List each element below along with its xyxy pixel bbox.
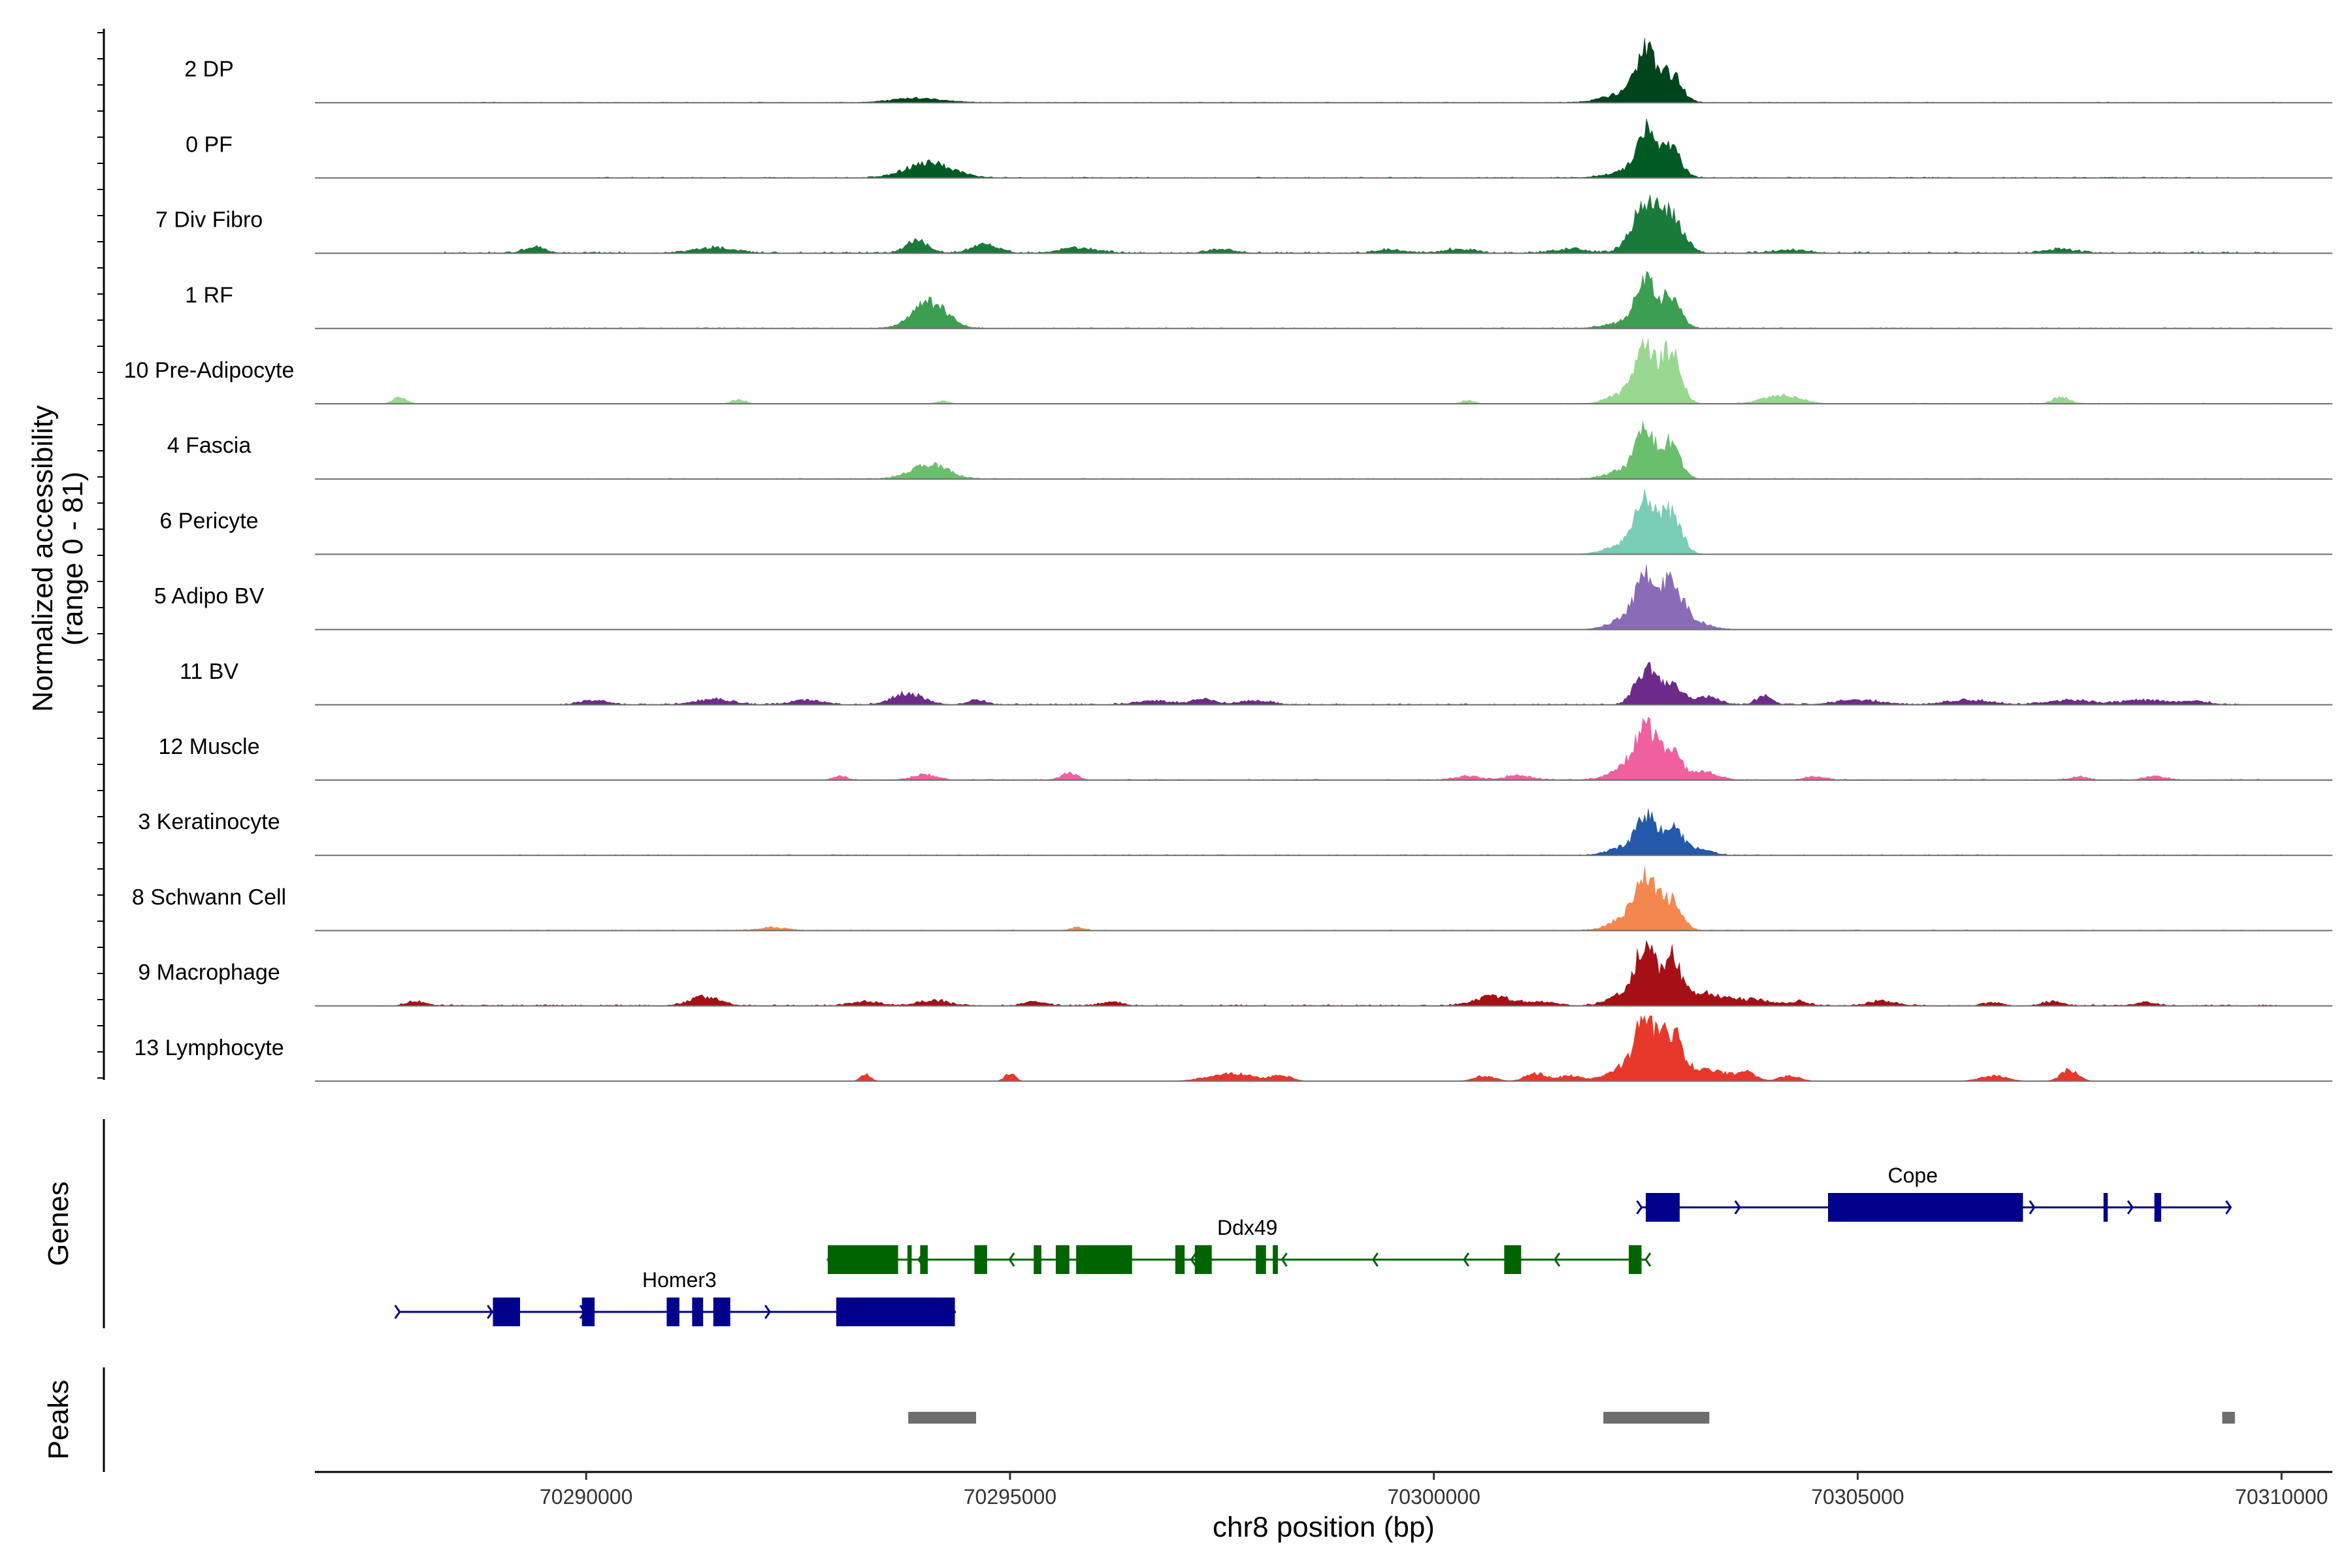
x-axis-ticks: 70290000 70295000 70300000 70305000 70310000 [540, 1472, 2328, 1509]
gene-exon [836, 1298, 955, 1326]
coverage-y-axis-ticks [97, 32, 104, 1079]
track-label: 8 Schwann Cell [132, 885, 286, 909]
strand-arrow [2127, 1200, 2134, 1215]
strand-arrow [764, 1305, 772, 1319]
gene-model: Ddx49 [826, 1216, 1652, 1274]
x-tick-label: 70305000 [1811, 1485, 1904, 1509]
gene-exon [713, 1298, 730, 1326]
x-tick-label: 70290000 [540, 1485, 632, 1509]
gene-exon [974, 1245, 987, 1274]
gene-exon [1175, 1245, 1185, 1274]
coverage-track: 9 Macrophage [138, 940, 2332, 1007]
track-label: 1 RF [185, 283, 233, 308]
track-label: 12 Muscle [159, 734, 260, 759]
x-tick-label: 70300000 [1387, 1485, 1480, 1509]
gene-exon [1256, 1245, 1266, 1274]
gene-exon [666, 1298, 679, 1326]
peak-annotation-panel [908, 1412, 2235, 1424]
peak-region [908, 1412, 977, 1424]
strand-arrow [1734, 1200, 1741, 1215]
gene-exon [1055, 1245, 1070, 1274]
gene-annotation-panel: Cope Ddx49 Homer3 [394, 1164, 2232, 1326]
x-tick-label: 70310000 [2235, 1485, 2328, 1509]
x-tick-label: 70295000 [964, 1485, 1056, 1509]
track-label: 0 PF [186, 132, 233, 157]
coverage-track: 12 Muscle [159, 716, 2332, 781]
strand-arrow [2029, 1200, 2036, 1215]
x-axis-title: chr8 position (bp) [1213, 1511, 1435, 1543]
strand-arrow [487, 1305, 494, 1319]
track-label: 7 Div Fibro [155, 208, 263, 233]
coverage-track: 10 Pre-Adipocyte [124, 338, 2332, 404]
track-label: 11 BV [180, 659, 238, 684]
gene-exon [1034, 1245, 1041, 1274]
gene-exon [1273, 1245, 1278, 1274]
gene-exon [692, 1298, 704, 1326]
gene-exon [493, 1298, 520, 1326]
gene-exon [920, 1245, 928, 1274]
y-axis-title-line2: (range 0 - 81) [57, 472, 89, 646]
strand-arrow [1462, 1252, 1470, 1267]
track-label: 2 DP [184, 57, 234, 82]
gene-exon [2103, 1193, 2108, 1222]
coverage-track: 6 Pericyte [159, 489, 2332, 555]
gene-exon [1076, 1245, 1132, 1274]
track-label: 4 Fascia [167, 433, 252, 458]
genes-panel-title: Genes [42, 1181, 74, 1266]
coverage-track: 4 Fascia [167, 421, 2332, 480]
gene-exon [827, 1245, 898, 1274]
gene-exon [581, 1298, 595, 1326]
track-label: 13 Lymphocyte [134, 1036, 284, 1060]
coverage-track: 3 Keratinocyte [138, 808, 2332, 857]
gene-exon [1828, 1193, 2023, 1222]
gene-exon [1629, 1245, 1642, 1274]
gene-exon [1646, 1193, 1680, 1222]
strand-arrow [394, 1305, 401, 1319]
gene-model: Homer3 [394, 1268, 956, 1326]
coverage-track: 11 BV [180, 659, 2332, 706]
peak-region [2222, 1412, 2235, 1424]
strand-arrow [1008, 1252, 1015, 1267]
gene-exon [1504, 1245, 1522, 1274]
coverage-track: 13 Lymphocyte [134, 1015, 2332, 1082]
gene-name: Homer3 [642, 1268, 717, 1292]
strand-arrow [1371, 1252, 1379, 1267]
gene-model: Cope [1636, 1164, 2232, 1222]
gene-exon [1194, 1245, 1212, 1274]
track-label: 9 Macrophage [138, 960, 280, 985]
y-axis-title-line1: Normalized accessibility [27, 405, 59, 711]
coverage-track: 2 DP [184, 37, 2332, 104]
coverage-track: 8 Schwann Cell [132, 866, 2332, 932]
coverage-track: 7 Div Fibro [155, 194, 2332, 254]
coverage-tracks: 2 DP 0 PF 7 Div Fibro 1 RF 10 Pre-Adipocyte 4… [124, 37, 2332, 1082]
gene-exon [2154, 1193, 2161, 1222]
strand-arrow [1190, 1252, 1197, 1267]
coverage-track: 5 Adipo BV [154, 564, 2332, 630]
gene-exon [907, 1245, 912, 1274]
gene-name: Ddx49 [1217, 1216, 1278, 1239]
coverage-track: 1 RF [185, 270, 2332, 329]
strand-arrow [1281, 1252, 1288, 1267]
strand-arrow [1636, 1200, 1643, 1215]
strand-arrow [2225, 1200, 2232, 1215]
track-label: 10 Pre-Adipocyte [124, 358, 295, 383]
peak-region [1603, 1412, 1710, 1424]
peaks-panel-title: Peaks [42, 1380, 74, 1460]
coverage-track: 0 PF [186, 118, 2332, 179]
gene-name: Cope [1887, 1164, 1938, 1187]
strand-arrow [1554, 1252, 1561, 1267]
strand-arrow [1644, 1252, 1652, 1267]
track-label: 6 Pericyte [159, 508, 258, 533]
track-label: 5 Adipo BV [154, 584, 265, 609]
track-label: 3 Keratinocyte [138, 809, 280, 834]
